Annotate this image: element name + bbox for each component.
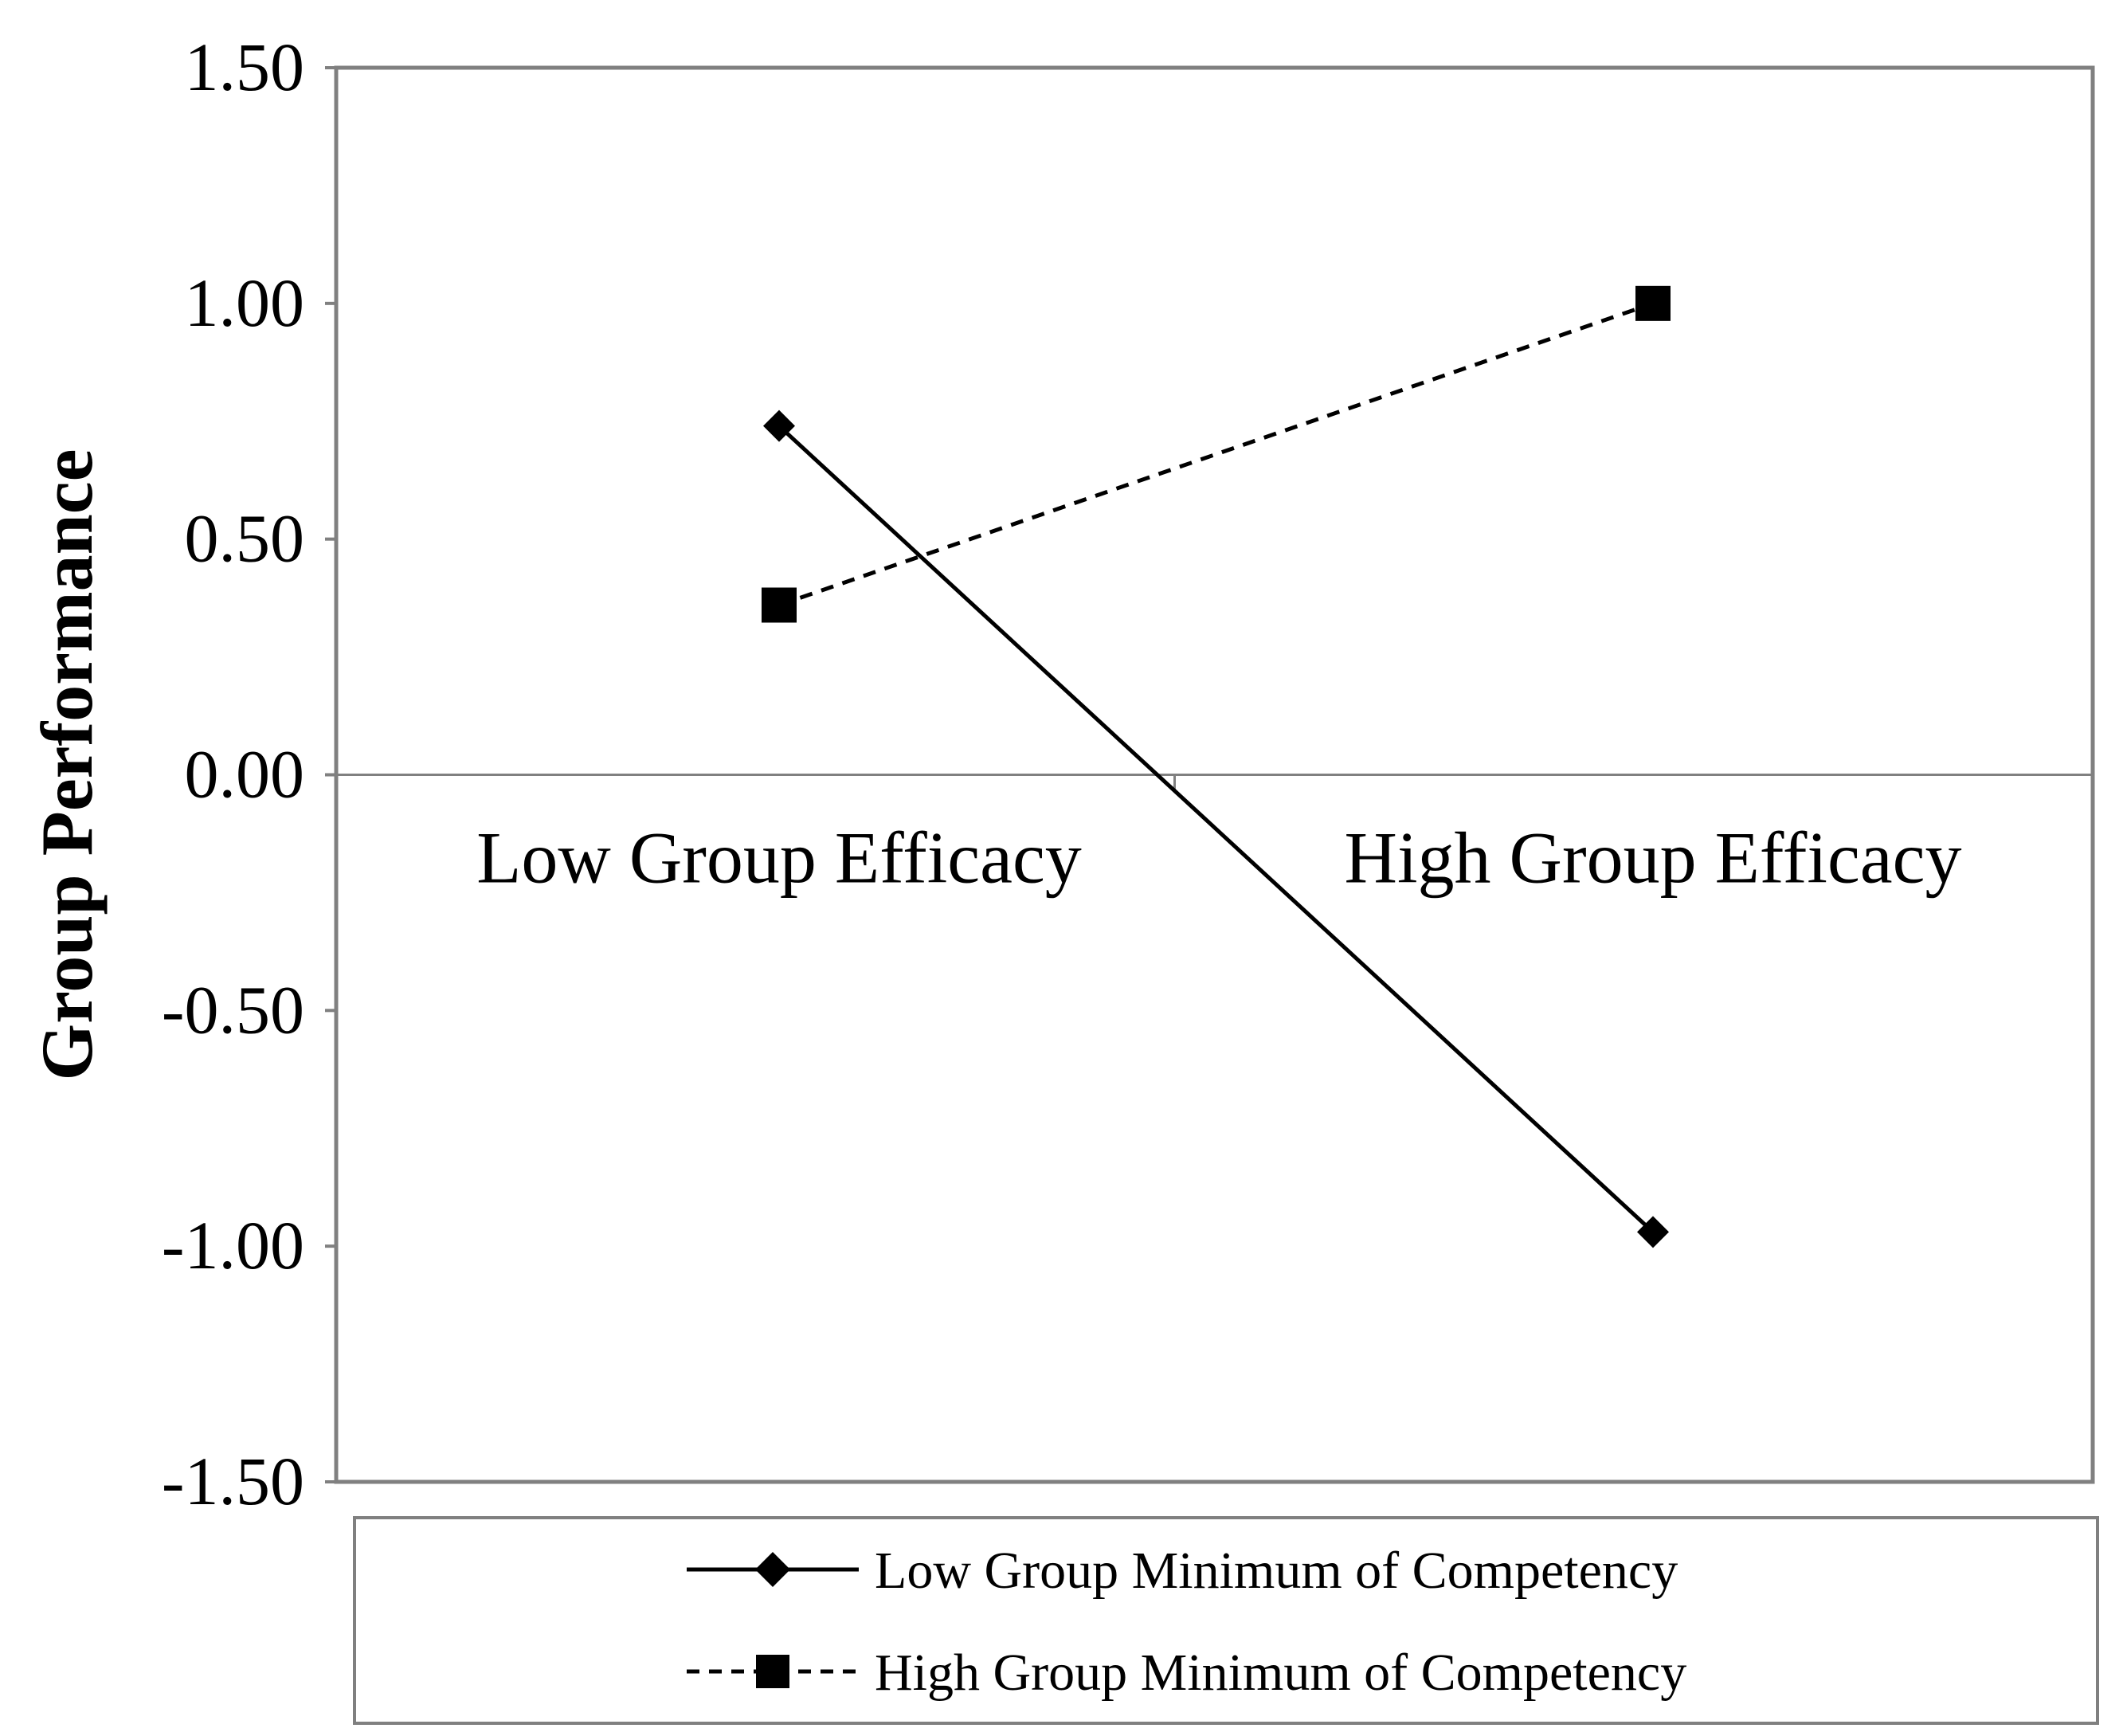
x-category-label: Low Group Efficacy	[476, 817, 1082, 899]
x-category-label: High Group Efficacy	[1345, 817, 1962, 899]
series-line-high	[778, 301, 1654, 607]
data-point-high	[1635, 285, 1671, 321]
legend-entry-low: Low Group Minimum of Competency	[687, 1542, 1678, 1600]
legend-marker-high	[756, 1655, 789, 1688]
y-tick-label: -0.50	[162, 971, 304, 1048]
legend-label-low: Low Group Minimum of Competency	[875, 1542, 1678, 1600]
y-axis-label: Group Performance	[26, 449, 108, 1081]
legend-marker-low	[755, 1552, 790, 1587]
y-tick-label: 1.50	[185, 29, 305, 105]
data-point-high	[762, 587, 797, 623]
data-point-low	[763, 410, 795, 442]
y-tick-label: 0.50	[185, 500, 305, 577]
data-point-low	[1637, 1216, 1669, 1248]
series-line-low	[778, 424, 1655, 1234]
y-tick-label: -1.00	[162, 1207, 304, 1283]
y-tick-label: 1.00	[185, 265, 305, 341]
legend-label-high: High Group Minimum of Competency	[875, 1644, 1686, 1702]
y-tick-label: -1.50	[162, 1443, 304, 1519]
legend-box	[353, 1516, 2099, 1725]
y-tick-label: 0.00	[185, 736, 305, 813]
legend-entry-high: High Group Minimum of Competency	[687, 1644, 1686, 1702]
